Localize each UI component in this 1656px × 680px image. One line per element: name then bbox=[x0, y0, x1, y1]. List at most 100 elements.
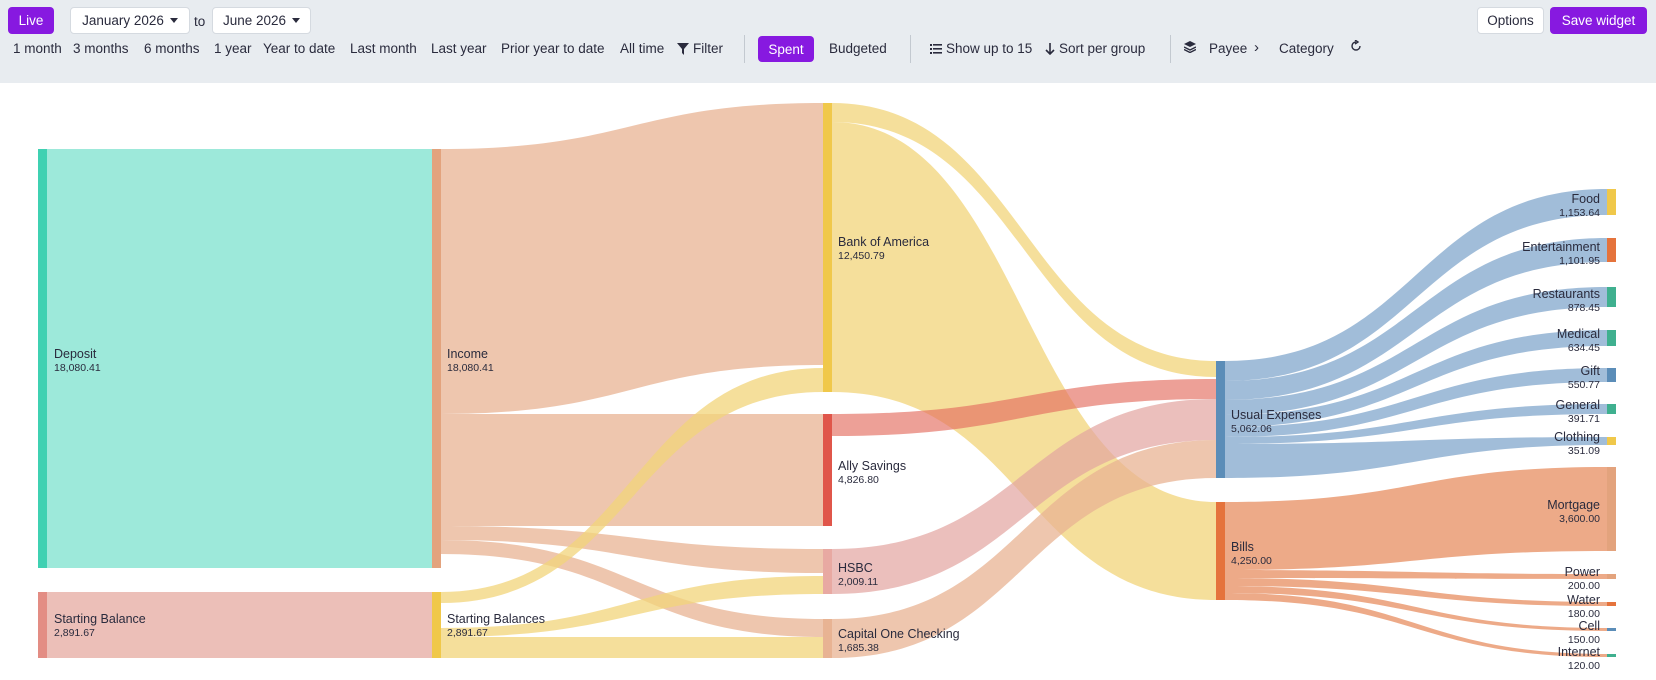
water-value: 180.00 bbox=[1568, 608, 1600, 620]
filter-label: Filter bbox=[693, 41, 723, 56]
hsbc-label: HSBC bbox=[838, 561, 873, 575]
chevron-down-icon bbox=[169, 18, 178, 23]
restaurants-value: 878.45 bbox=[1568, 302, 1600, 314]
starting-balance-label: Starting Balance bbox=[54, 612, 146, 626]
entertainment-node bbox=[1607, 238, 1616, 262]
ally-savings-node bbox=[823, 414, 832, 526]
to-label: to bbox=[194, 14, 206, 29]
refresh-icon[interactable] bbox=[1350, 40, 1362, 52]
hsbc-node bbox=[823, 549, 832, 594]
end-month-select[interactable]: June 2026 bbox=[212, 7, 311, 34]
flow-income-bank-of-america bbox=[441, 103, 823, 414]
bills-value: 4,250.00 bbox=[1231, 555, 1272, 567]
bills-node bbox=[1216, 502, 1225, 600]
cell-value: 150.00 bbox=[1568, 634, 1600, 646]
spent-toggle[interactable]: Spent bbox=[758, 36, 814, 62]
general-node bbox=[1607, 404, 1616, 414]
flow-starting-capital-one bbox=[441, 637, 823, 658]
divider bbox=[744, 35, 745, 63]
mortgage-node bbox=[1607, 467, 1616, 551]
start-month-select[interactable]: January 2026 bbox=[70, 7, 190, 34]
save-widget-button[interactable]: Save widget bbox=[1550, 7, 1647, 34]
capital-one-label: Capital One Checking bbox=[838, 627, 960, 641]
usual-expenses-label: Usual Expenses bbox=[1231, 408, 1321, 422]
medical-value: 634.45 bbox=[1568, 342, 1600, 354]
power-node bbox=[1607, 574, 1616, 579]
usual-expenses-node bbox=[1216, 361, 1225, 478]
budgeted-toggle[interactable]: Budgeted bbox=[829, 41, 887, 56]
starting-balances-label: Starting Balances bbox=[447, 612, 545, 626]
live-button[interactable]: Live bbox=[8, 7, 54, 34]
bank-of-america-node bbox=[823, 103, 832, 392]
medical-label: Medical bbox=[1557, 327, 1600, 341]
flow-capone-usual-expenses bbox=[832, 440, 1216, 658]
starting-balances-value: 2,891.67 bbox=[447, 627, 488, 639]
clothing-node bbox=[1607, 437, 1616, 445]
capital-one-node bbox=[823, 619, 832, 658]
restaurants-node bbox=[1607, 287, 1616, 307]
show-up-to-button[interactable]: Show up to 15 bbox=[930, 41, 1032, 56]
range-last-year[interactable]: Last year bbox=[431, 41, 487, 56]
range-prior-year-to-date[interactable]: Prior year to date bbox=[501, 41, 605, 56]
income-node bbox=[432, 149, 441, 568]
flow-income-ally-savings bbox=[441, 414, 823, 526]
flow-income-capital-one bbox=[441, 540, 823, 637]
divider bbox=[910, 35, 911, 63]
food-label: Food bbox=[1572, 192, 1601, 206]
restaurants-label: Restaurants bbox=[1533, 287, 1600, 301]
starting-balance-flow bbox=[47, 592, 432, 658]
capital-one-value: 1,685.38 bbox=[838, 642, 879, 654]
flow-usual-entertainment bbox=[1225, 238, 1607, 400]
show-up-to-label: Show up to 15 bbox=[946, 41, 1033, 56]
clothing-value: 351.09 bbox=[1568, 445, 1600, 457]
general-value: 391.71 bbox=[1568, 413, 1600, 425]
flow-starting-bank-of-america bbox=[441, 368, 823, 603]
list-icon bbox=[930, 43, 942, 54]
gift-label: Gift bbox=[1581, 364, 1601, 378]
layers-icon bbox=[1184, 41, 1196, 53]
income-value: 18,080.41 bbox=[447, 362, 494, 374]
usual-expenses-value: 5,062.06 bbox=[1231, 423, 1272, 435]
range-1-month[interactable]: 1 month bbox=[13, 41, 62, 56]
filter-icon bbox=[677, 42, 689, 55]
range-year-to-date[interactable]: Year to date bbox=[263, 41, 336, 56]
range-6-months[interactable]: 6 months bbox=[144, 41, 200, 56]
flow-bank-usual-expenses bbox=[832, 103, 1216, 377]
power-value: 200.00 bbox=[1568, 580, 1600, 592]
range-3-months[interactable]: 3 months bbox=[73, 41, 129, 56]
flow-bills-water bbox=[1225, 578, 1607, 606]
filter-button[interactable]: Filter bbox=[677, 41, 723, 56]
food-node bbox=[1607, 189, 1616, 215]
deposit-node bbox=[38, 149, 47, 568]
range-last-month[interactable]: Last month bbox=[350, 41, 417, 56]
range-all-time[interactable]: All time bbox=[620, 41, 665, 56]
gift-value: 550.77 bbox=[1568, 379, 1600, 391]
report-toolbar: Live January 2026 to June 2026 Options S… bbox=[0, 0, 1656, 83]
category-group[interactable]: Category bbox=[1279, 41, 1334, 56]
flow-usual-gift bbox=[1225, 368, 1607, 437]
internet-node bbox=[1607, 654, 1616, 657]
sort-per-group-button[interactable]: Sort per group bbox=[1045, 41, 1145, 56]
power-label: Power bbox=[1565, 565, 1600, 579]
layers-button[interactable] bbox=[1184, 41, 1200, 53]
starting-balance-node bbox=[38, 592, 47, 658]
arrow-down-icon bbox=[1045, 42, 1055, 55]
starting-balance-value: 2,891.67 bbox=[54, 627, 95, 639]
mortgage-label: Mortgage bbox=[1547, 498, 1600, 512]
hsbc-value: 2,009.11 bbox=[838, 576, 878, 588]
payee-group[interactable]: Payee bbox=[1209, 41, 1248, 56]
range-1-year[interactable]: 1 year bbox=[214, 41, 252, 56]
general-label: General bbox=[1556, 398, 1600, 412]
bills-label: Bills bbox=[1231, 540, 1254, 554]
mortgage-value: 3,600.00 bbox=[1559, 513, 1600, 525]
flow-usual-restaurants bbox=[1225, 287, 1607, 415]
cell-label: Cell bbox=[1578, 619, 1600, 633]
deposit-flow bbox=[47, 149, 432, 568]
gift-node bbox=[1607, 368, 1616, 382]
starting-balances-node bbox=[432, 592, 441, 658]
end-month-value: June 2026 bbox=[222, 13, 287, 28]
options-button[interactable]: Options bbox=[1477, 7, 1544, 34]
flow-income-hsbc bbox=[441, 526, 823, 573]
flow-bills-cell bbox=[1225, 586, 1607, 631]
chevron-right-icon: › bbox=[1254, 39, 1259, 56]
